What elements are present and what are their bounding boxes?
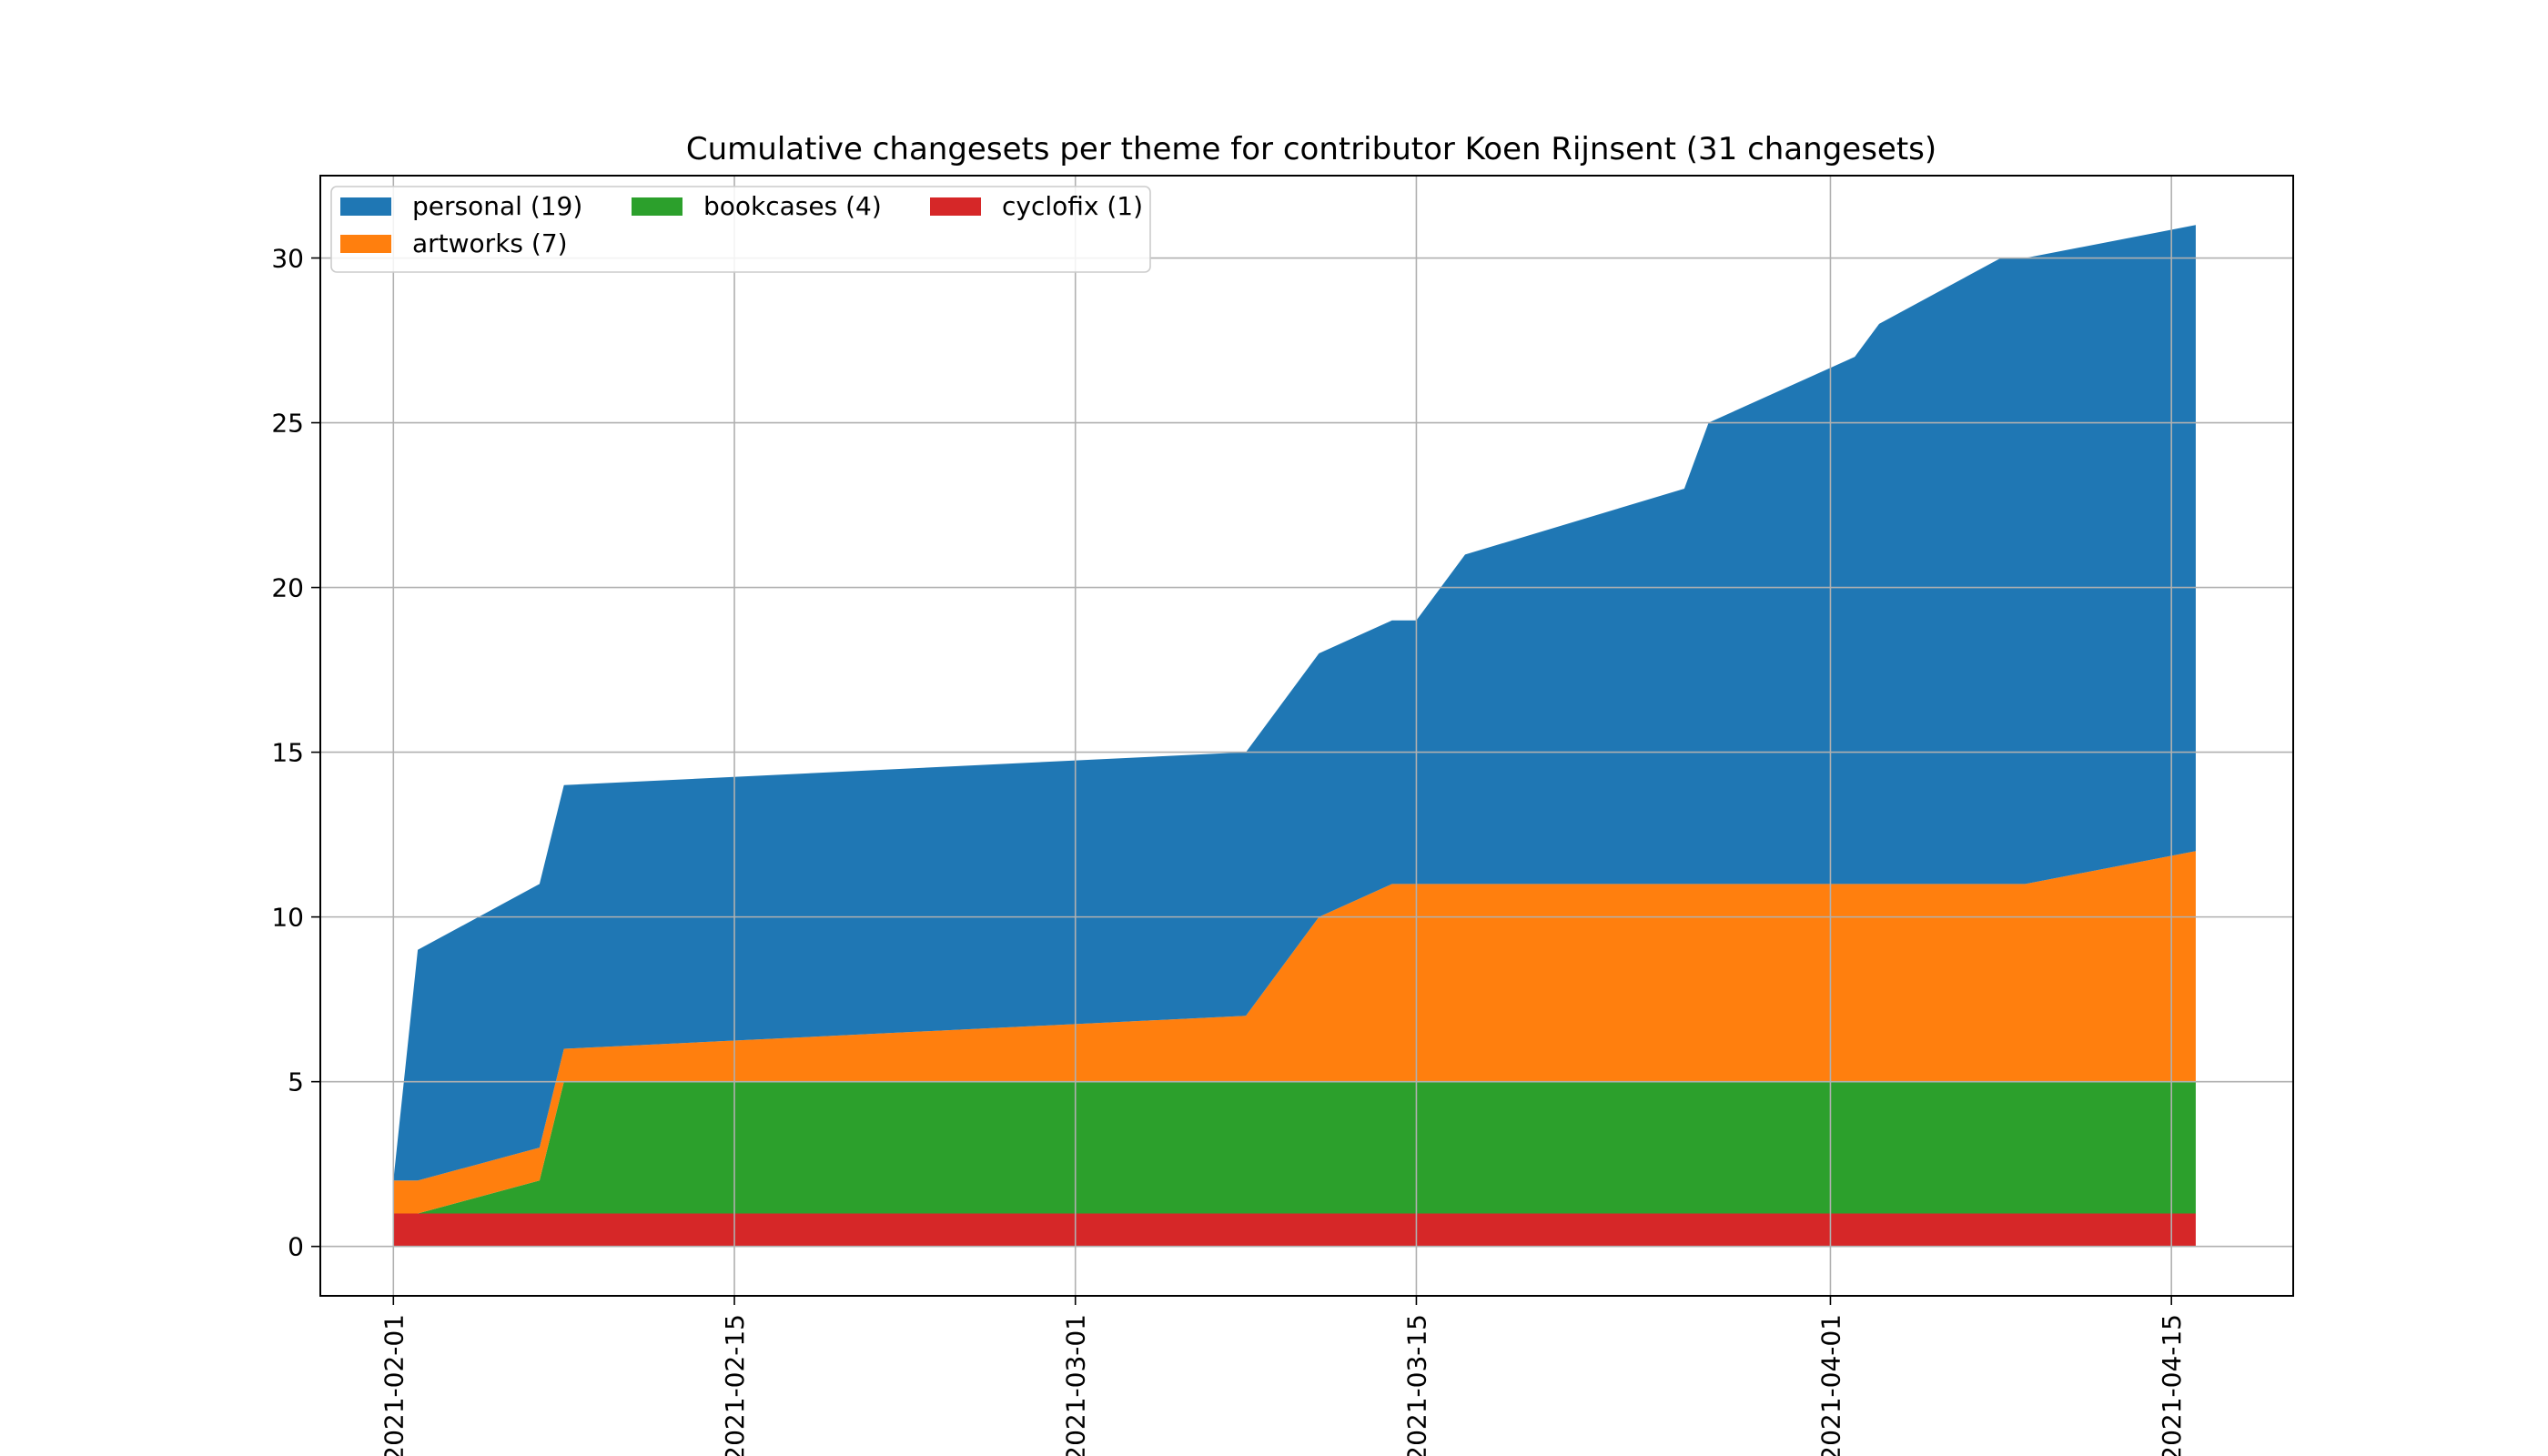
x-tick-label-0: 2021-02-01 <box>379 1314 409 1456</box>
x-tick-label-3: 2021-03-15 <box>1401 1314 1431 1456</box>
area-series-2 <box>393 851 2196 1214</box>
legend: personal (19) bookcases (4) cyclofix (1) ar… <box>330 186 1151 273</box>
legend-label-3: artworks (7) <box>412 228 568 258</box>
y-tick-label-6: 30 <box>271 244 304 274</box>
y-tick-label-5: 25 <box>271 409 304 439</box>
legend-label-2: cyclofix (1) <box>1002 191 1143 221</box>
y-tick-label-3: 15 <box>271 738 304 768</box>
x-axis: 2021-02-01 2021-02-15 2021-03-01 2021-03-15… <box>379 1296 2187 1456</box>
legend-label-1: bookcases (4) <box>703 191 882 221</box>
y-tick-label-1: 5 <box>288 1067 304 1097</box>
area-series-1 <box>393 1081 2196 1214</box>
x-tick-label-2: 2021-03-01 <box>1061 1314 1091 1456</box>
y-tick-label-2: 10 <box>271 903 304 933</box>
area-series-0 <box>393 1213 2196 1247</box>
legend-swatch-1 <box>632 197 682 216</box>
y-axis: 0 5 10 15 20 25 30 <box>271 244 320 1262</box>
y-tick-label-0: 0 <box>288 1232 304 1262</box>
x-tick-label-1: 2021-02-15 <box>720 1314 750 1456</box>
chart-title: Cumulative changesets per theme for cont… <box>686 131 1936 167</box>
x-tick-label-5: 2021-04-15 <box>2157 1314 2187 1456</box>
plot-frame <box>319 175 2294 1297</box>
legend-swatch-3 <box>340 235 391 253</box>
legend-swatch-2 <box>930 197 981 216</box>
legend-swatch-0 <box>340 197 391 216</box>
area-series-3 <box>393 225 2196 1181</box>
y-tick-label-4: 20 <box>271 573 304 603</box>
area-layers <box>393 225 2196 1247</box>
legend-label-0: personal (19) <box>412 191 582 221</box>
x-tick-label-4: 2021-04-01 <box>1815 1314 1845 1456</box>
